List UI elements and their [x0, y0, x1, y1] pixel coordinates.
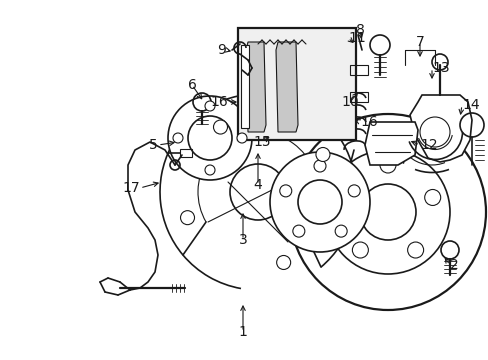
Circle shape: [180, 211, 194, 225]
Text: 16: 16: [359, 115, 377, 129]
Circle shape: [419, 117, 449, 147]
Text: 11: 11: [347, 31, 365, 45]
Circle shape: [204, 101, 215, 111]
Circle shape: [315, 148, 329, 162]
Text: 13: 13: [431, 61, 448, 75]
Text: 4: 4: [253, 178, 262, 192]
Circle shape: [269, 152, 369, 252]
Circle shape: [168, 96, 251, 180]
Circle shape: [279, 185, 291, 197]
Circle shape: [292, 225, 304, 237]
Circle shape: [334, 225, 346, 237]
Polygon shape: [409, 95, 471, 162]
Text: 2: 2: [449, 258, 458, 272]
Text: 10: 10: [341, 95, 358, 109]
Circle shape: [173, 133, 183, 143]
Bar: [349, 65, 367, 75]
Circle shape: [347, 185, 360, 197]
Polygon shape: [245, 42, 265, 132]
Text: 7: 7: [415, 35, 424, 49]
Circle shape: [204, 165, 215, 175]
Text: 12: 12: [419, 138, 437, 152]
Polygon shape: [364, 122, 417, 165]
Bar: [238, 28, 355, 140]
Text: 16: 16: [210, 95, 227, 109]
Text: 9: 9: [217, 43, 225, 57]
Circle shape: [237, 133, 246, 143]
Text: 6: 6: [187, 78, 196, 92]
Text: 17: 17: [122, 181, 140, 195]
Text: 8: 8: [355, 23, 364, 37]
Bar: [180, 149, 192, 157]
Bar: [349, 92, 367, 102]
Text: 15: 15: [253, 135, 270, 149]
Circle shape: [213, 120, 227, 134]
Polygon shape: [241, 45, 248, 128]
Circle shape: [276, 256, 290, 270]
Text: 5: 5: [149, 138, 158, 152]
Polygon shape: [275, 42, 297, 132]
Text: 3: 3: [238, 233, 247, 247]
Circle shape: [313, 160, 325, 172]
Text: 14: 14: [461, 98, 479, 112]
Text: 1: 1: [238, 325, 247, 339]
